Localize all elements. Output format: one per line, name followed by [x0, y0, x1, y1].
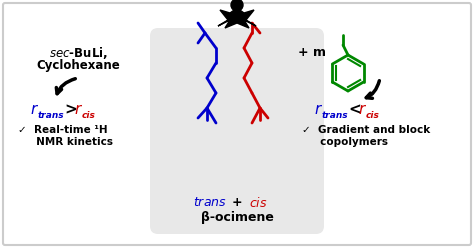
- Text: trans: trans: [38, 111, 64, 120]
- Text: Cyclohexane: Cyclohexane: [36, 60, 120, 72]
- FancyBboxPatch shape: [3, 3, 471, 245]
- Circle shape: [231, 0, 243, 11]
- Text: cis: cis: [366, 111, 380, 120]
- Text: $\it{cis}$: $\it{cis}$: [249, 196, 267, 210]
- Text: copolymers: copolymers: [302, 137, 388, 147]
- Text: $\it{trans}$: $\it{trans}$: [193, 196, 227, 210]
- Text: $\it{sec}$-BuLi,: $\it{sec}$-BuLi,: [48, 45, 108, 61]
- Polygon shape: [218, 8, 256, 28]
- Text: $r$: $r$: [30, 102, 39, 118]
- Text: NMR kinetics: NMR kinetics: [18, 137, 113, 147]
- Text: ✓  Gradient and block: ✓ Gradient and block: [302, 125, 430, 135]
- FancyBboxPatch shape: [150, 28, 324, 234]
- Text: $r$: $r$: [314, 102, 323, 118]
- Text: β-ocimene: β-ocimene: [201, 212, 273, 224]
- Text: ✓  Real-time ¹H: ✓ Real-time ¹H: [18, 125, 108, 135]
- Text: trans: trans: [322, 111, 348, 120]
- Text: >: >: [64, 102, 77, 118]
- Text: $r$: $r$: [74, 102, 83, 118]
- Text: $r$: $r$: [358, 102, 367, 118]
- Text: <: <: [348, 102, 361, 118]
- Text: cis: cis: [82, 111, 96, 120]
- Text: + m: + m: [298, 47, 326, 60]
- Text: +: +: [232, 196, 242, 210]
